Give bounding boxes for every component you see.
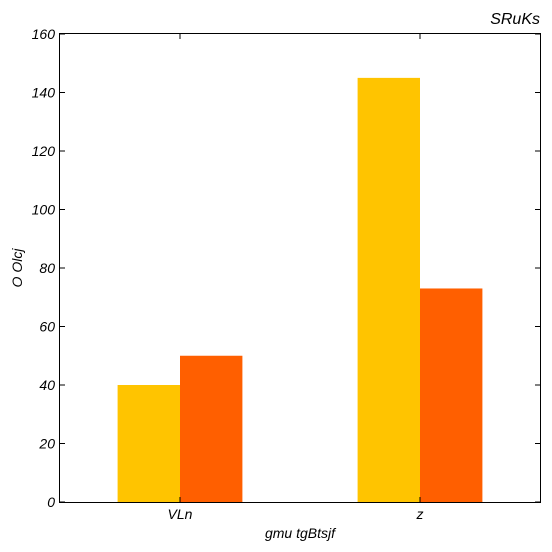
y-tick-label: 20 bbox=[38, 436, 55, 452]
plot-frame bbox=[59, 33, 541, 503]
chart-title: SRuKs bbox=[490, 11, 540, 28]
y-tick-label: 80 bbox=[39, 260, 55, 276]
x-tick-label: VLn bbox=[168, 506, 193, 522]
bar-VLn-series-2 bbox=[180, 355, 243, 502]
y-axis-label: O Olcj bbox=[9, 248, 25, 288]
bar-z-series-1 bbox=[357, 77, 420, 502]
bar-VLn-series-1 bbox=[117, 385, 180, 502]
bar-z-series-2 bbox=[420, 288, 483, 502]
y-tick-label: 100 bbox=[32, 202, 56, 218]
y-tick-label: 60 bbox=[39, 319, 55, 335]
x-axis-label: gmu tgBtsjf bbox=[265, 525, 337, 541]
y-tick-label: 0 bbox=[47, 494, 55, 510]
y-tick-label: 140 bbox=[32, 85, 56, 101]
y-tick-label: 160 bbox=[32, 26, 56, 42]
y-tick-label: 120 bbox=[32, 143, 56, 159]
y-ticks-group: 0 20 40 60 80 100 120 140 160 bbox=[32, 26, 540, 510]
x-tick-label: z bbox=[416, 506, 424, 522]
x-ticks-group: VLn z bbox=[168, 34, 424, 522]
bars-group bbox=[117, 77, 483, 502]
y-tick-label: 40 bbox=[39, 377, 55, 393]
